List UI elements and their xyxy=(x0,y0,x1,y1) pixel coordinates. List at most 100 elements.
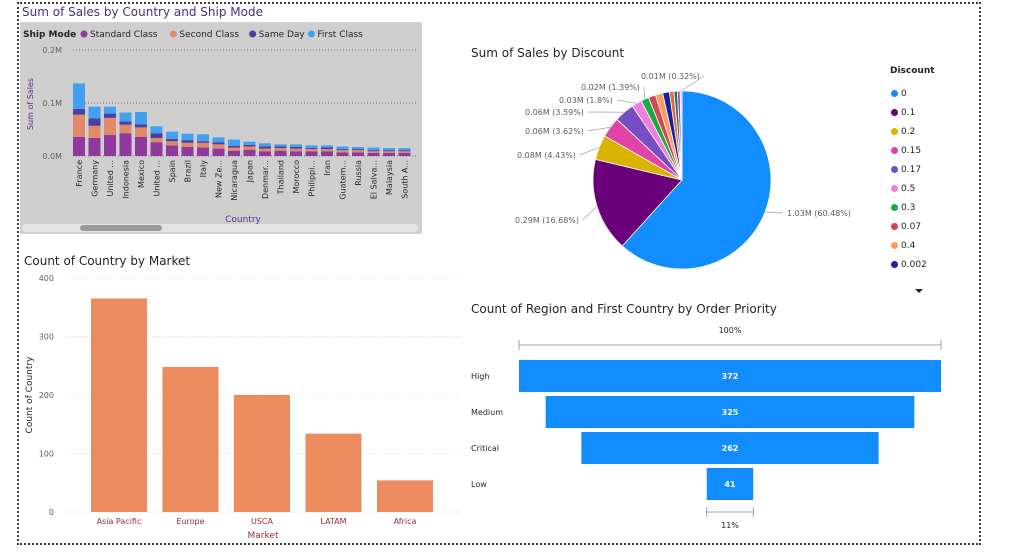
x-tick-label: Nicaragua xyxy=(230,160,239,201)
legend-item[interactable]: 0.002 xyxy=(891,255,927,274)
bar-segment xyxy=(352,150,364,153)
bar-segment xyxy=(259,151,271,156)
x-tick-label: Japan xyxy=(246,160,255,183)
legend-scroll-down-icon[interactable] xyxy=(915,289,923,293)
legend-label: First Class xyxy=(317,30,363,40)
legend-item[interactable]: 0.3 xyxy=(891,198,927,217)
legend-title: Ship Mode xyxy=(23,30,76,40)
bar-segment xyxy=(321,145,333,148)
legend-marker xyxy=(891,204,898,211)
order-priority-title: Count of Region and First Country by Ord… xyxy=(471,302,777,316)
bar-segment xyxy=(88,137,101,156)
horizontal-scrollbar[interactable] xyxy=(22,224,418,232)
x-tick-label: Denmar... xyxy=(261,160,270,199)
legend-marker xyxy=(891,185,898,192)
bar-segment xyxy=(212,142,225,145)
pie-data-label: 0.03M (1.8%) xyxy=(559,96,613,105)
legend-marker xyxy=(891,109,898,116)
bar-segment xyxy=(135,136,147,156)
bar-segment xyxy=(243,141,256,145)
pie-data-label: 0.08M (4.43%) xyxy=(517,151,576,160)
legend-item[interactable]: 0.15 xyxy=(891,141,927,160)
y-tick-label: 0 xyxy=(49,508,54,517)
bar-segment xyxy=(243,149,256,156)
bar-segment xyxy=(119,121,132,125)
x-tick-label: Italy xyxy=(199,160,208,178)
bar-segment xyxy=(181,142,194,147)
market-bar xyxy=(377,480,433,512)
bar-segment xyxy=(290,144,302,147)
y-axis-label: Count of Country xyxy=(25,356,35,434)
order-priority-funnel[interactable]: 100% 372 High 325 Medium 262 Critical 41 Low 11% xyxy=(465,318,975,543)
bar-segment xyxy=(135,124,147,128)
funnel-category-label: Critical xyxy=(471,444,499,453)
legend-label: 0.4 xyxy=(901,240,916,251)
bar-segment xyxy=(197,147,209,156)
x-tick-label: Brazil xyxy=(184,160,193,182)
bar-segment xyxy=(228,139,240,146)
funnel-bar xyxy=(706,468,754,500)
bar-segment xyxy=(166,141,178,146)
x-tick-label: Morocco xyxy=(292,160,301,194)
legend-label: Second Class xyxy=(179,30,239,40)
funnel-value-label: 325 xyxy=(722,408,739,417)
discount-legend-title: Discount xyxy=(890,66,935,76)
bar-segment xyxy=(321,147,333,150)
bar-segment xyxy=(274,144,287,147)
country-by-market-title: Count of Country by Market xyxy=(24,254,191,268)
legend-item[interactable]: 0.4 xyxy=(891,236,927,255)
leader-line xyxy=(643,86,646,100)
bar-segment xyxy=(352,149,364,151)
pie-data-label: 0.02M (1.39%) xyxy=(581,83,640,92)
bar-segment xyxy=(73,83,85,109)
country-by-market-chart[interactable]: 0 100 200 300 400 Count of Country Asia Pacifi… xyxy=(20,270,465,542)
bar-segment xyxy=(274,150,287,156)
x-tick-label: United ... xyxy=(106,160,115,196)
bar-segment xyxy=(150,137,163,143)
legend-marker xyxy=(891,90,898,97)
funnel-category-label: Medium xyxy=(471,408,503,417)
sales-by-country-chart[interactable]: Ship Mode Standard Class Second Class Same … xyxy=(20,22,422,234)
scrollbar-thumb[interactable] xyxy=(80,225,162,231)
bar-segment xyxy=(398,148,411,151)
funnel-value-label: 372 xyxy=(722,372,739,381)
legend-item[interactable]: 0 xyxy=(891,84,927,103)
bar-segment xyxy=(104,113,116,118)
bar-segment xyxy=(150,133,163,138)
x-tick-label: USCA xyxy=(251,517,274,526)
x-tick-label: Philippi... xyxy=(308,160,317,197)
top-percent-label: 100% xyxy=(719,326,742,335)
x-tick-label: United ... xyxy=(153,160,162,196)
y-tick-label: 0.0M xyxy=(42,152,62,161)
pie-data-label: 0.06M (3.59%) xyxy=(525,108,584,117)
bar-segment xyxy=(290,146,302,149)
legend-item[interactable]: 0.1 xyxy=(891,103,927,122)
bar-segment xyxy=(398,151,411,153)
x-tick-label: Malaysia xyxy=(385,160,394,195)
bar-segment xyxy=(73,136,85,156)
bar-segment xyxy=(367,147,380,151)
bar-segment xyxy=(243,146,256,150)
leader-line xyxy=(765,211,784,214)
bar-segment xyxy=(398,152,411,156)
sales-by-discount-pie[interactable]: 1.03M (60.48%) 0.29M (16.68%) 0.08M (4.43%… xyxy=(455,60,885,290)
legend-item[interactable]: 0.07 xyxy=(891,217,927,236)
bar-segment xyxy=(274,146,287,149)
legend-item[interactable]: 0.2 xyxy=(891,122,927,141)
legend-item[interactable]: 0.17 xyxy=(891,160,927,179)
leader-line xyxy=(579,146,600,156)
legend-marker xyxy=(249,30,257,38)
bar-segment xyxy=(228,145,240,148)
bar-segment xyxy=(197,142,209,148)
bar-segment xyxy=(305,149,318,152)
market-bar xyxy=(162,366,219,512)
bar-segment xyxy=(352,146,364,150)
legend-label: 0.17 xyxy=(901,164,922,175)
legend-item[interactable]: 0.5 xyxy=(891,179,927,198)
legend-marker xyxy=(891,147,898,154)
bar-segment xyxy=(181,133,194,141)
legend-marker xyxy=(169,30,177,38)
leader-line xyxy=(582,206,598,221)
legend-marker xyxy=(891,242,898,249)
bar-segment xyxy=(88,125,101,138)
